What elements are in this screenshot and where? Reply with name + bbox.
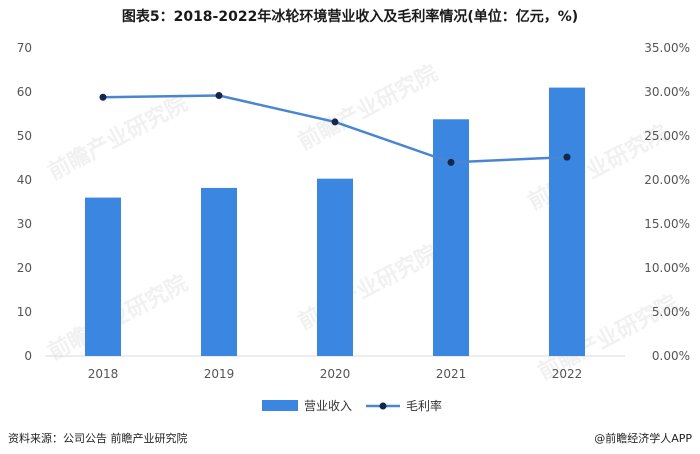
line-point (447, 158, 455, 166)
y-right-tick-label: 20.00% (644, 173, 690, 187)
y-left-tick-label: 20 (17, 261, 32, 275)
x-tick-label: 2019 (204, 367, 235, 381)
x-tick-label: 2022 (552, 367, 583, 381)
y-right-tick-label: 25.00% (644, 129, 690, 143)
x-tick-label: 2020 (320, 367, 351, 381)
legend-bar-label: 营业收入 (304, 399, 352, 413)
y-left-tick-label: 40 (17, 173, 32, 187)
y-right-tick-label: 5.00% (652, 305, 690, 319)
bar (85, 197, 121, 356)
y-right-tick-label: 0.00% (652, 349, 690, 363)
brand-credit: @前瞻经济学人APP (594, 432, 692, 445)
line-point (215, 92, 223, 100)
y-left-tick-label: 30 (17, 217, 32, 231)
y-right-tick-label: 35.00% (644, 41, 690, 55)
y-left-tick-label: 50 (17, 129, 32, 143)
line-point (563, 153, 571, 161)
bar (201, 187, 237, 356)
y-right-tick-label: 30.00% (644, 85, 690, 99)
x-tick-label: 2021 (436, 367, 467, 381)
line-point (331, 118, 339, 126)
line-point (99, 93, 107, 101)
bar (433, 119, 469, 356)
bar (317, 178, 353, 356)
y-left-tick-label: 70 (17, 41, 32, 55)
y-left-tick-label: 0 (24, 349, 32, 363)
bar (549, 87, 585, 356)
x-tick-label: 2018 (88, 367, 119, 381)
line-series-path (102, 94, 568, 164)
legend-line-marker (379, 402, 387, 410)
y-left-tick-label: 60 (17, 85, 32, 99)
y-left-tick-label: 10 (17, 305, 32, 319)
legend-bar-swatch (262, 400, 298, 411)
source-note: 资料来源：公司公告 前瞻产业研究院 (8, 432, 188, 445)
chart-title: 图表5：2018-2022年冰轮环境营业收入及毛利率情况(单位：亿元，%) (121, 9, 579, 25)
y-right-tick-label: 10.00% (644, 261, 690, 275)
legend-line-label: 毛利率 (406, 398, 442, 413)
y-right-tick-label: 15.00% (644, 217, 690, 231)
